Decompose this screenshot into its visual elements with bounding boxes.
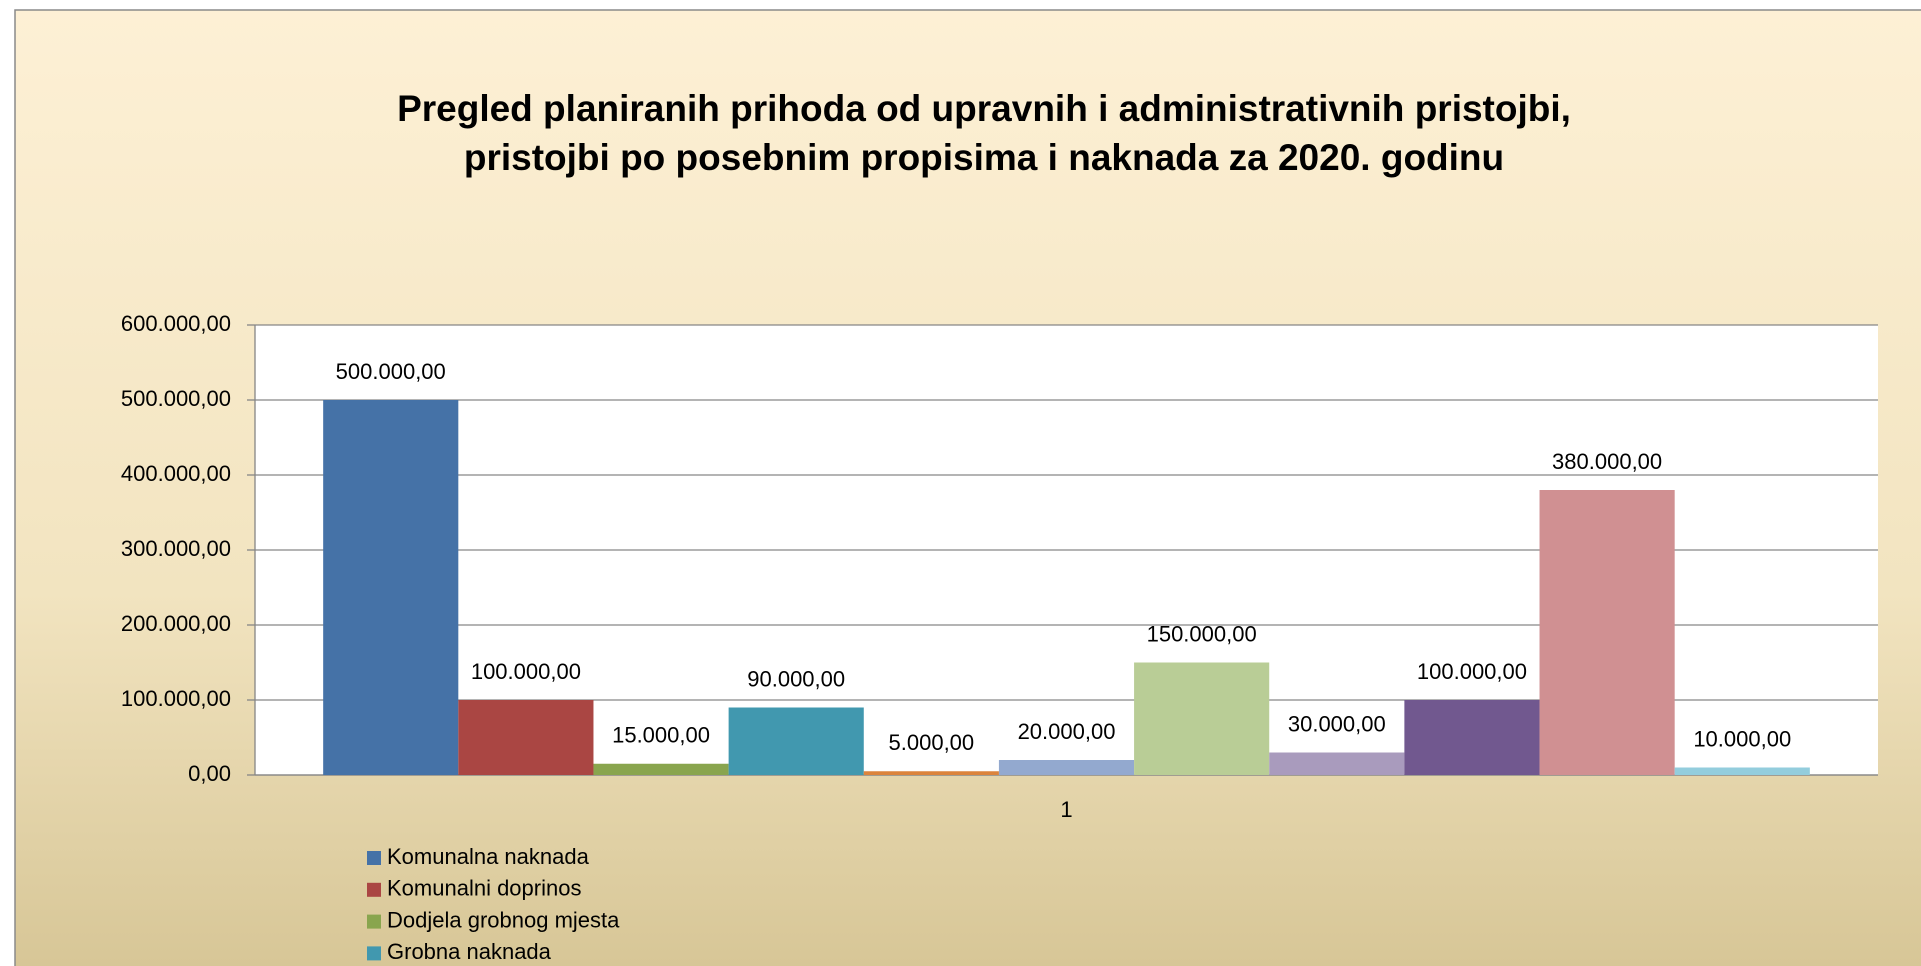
y-tick-label: 0,00 xyxy=(188,761,231,786)
y-tick-label: 300.000,00 xyxy=(121,536,231,561)
bar xyxy=(1269,752,1405,775)
data-label: 100.000,00 xyxy=(1417,659,1527,684)
bar xyxy=(1674,767,1810,775)
legend-label: Komunalna naknada xyxy=(387,844,590,869)
data-label: 10.000,00 xyxy=(1693,726,1791,751)
legend-label: Komunalni doprinos xyxy=(387,876,581,901)
data-label: 15.000,00 xyxy=(612,723,710,748)
bar xyxy=(1134,662,1270,775)
chart-title: pristojbi po posebnim propisima i naknad… xyxy=(464,137,1504,178)
data-label: 90.000,00 xyxy=(747,666,845,691)
legend-label: Dodjela grobnog mjesta xyxy=(387,907,620,932)
data-label: 5.000,00 xyxy=(889,730,975,755)
data-label: 380.000,00 xyxy=(1552,449,1662,474)
bar xyxy=(458,700,594,775)
legend-swatch xyxy=(367,882,381,897)
y-tick-label: 500.000,00 xyxy=(121,386,231,411)
y-tick-label: 100.000,00 xyxy=(121,686,231,711)
legend-swatch xyxy=(367,946,381,961)
data-label: 20.000,00 xyxy=(1018,719,1116,744)
data-label: 30.000,00 xyxy=(1288,711,1386,736)
legend-label: Grobna naknada xyxy=(387,939,552,964)
bar xyxy=(1539,490,1675,775)
bar xyxy=(593,763,729,775)
data-label: 500.000,00 xyxy=(336,359,446,384)
legend-swatch xyxy=(367,914,381,929)
bar xyxy=(1404,700,1540,775)
bar xyxy=(323,400,459,775)
data-label: 100.000,00 xyxy=(471,659,581,684)
chart-title: Pregled planiranih prihoda od upravnih i… xyxy=(397,88,1571,129)
y-tick-label: 600.000,00 xyxy=(121,311,231,336)
y-tick-label: 200.000,00 xyxy=(121,611,231,636)
legend-swatch xyxy=(367,851,381,865)
bar xyxy=(728,707,864,775)
bar xyxy=(998,760,1135,775)
x-tick-label: 1 xyxy=(1060,797,1072,822)
bar xyxy=(863,771,999,775)
data-label: 150.000,00 xyxy=(1147,621,1257,646)
y-tick-label: 400.000,00 xyxy=(121,461,231,486)
